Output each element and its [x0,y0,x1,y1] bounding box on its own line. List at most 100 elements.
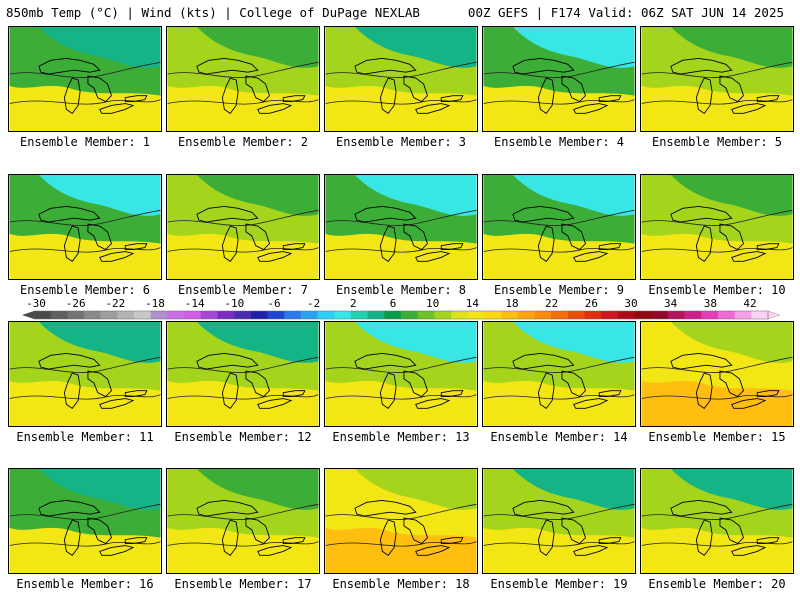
colorbar-swatch [651,311,669,319]
lake-outline [731,398,767,409]
ensemble-member-label: Ensemble Member: 12 [174,430,312,444]
header-title: 850mb Temp (°C) | Wind (kts) | College o… [6,5,420,20]
lake-outline [719,517,744,545]
lake-outline [99,251,135,262]
cool-temperature-region [512,322,635,363]
cool-temperature-region [670,469,793,510]
lake-outline [598,390,622,398]
ensemble-member-panel [324,26,478,132]
colorbar-swatch [667,311,685,319]
colorbar-swatch [734,311,752,319]
cool-temperature-region [512,469,635,510]
height-contour [483,247,635,253]
ensemble-member-panel [8,174,162,280]
colorbar-tick-label: 30 [624,297,637,310]
colorbar-swatch [384,311,402,319]
height-contour [167,356,319,373]
lake-outline [245,75,270,103]
height-contour [483,209,635,226]
colorbar-swatch [250,311,268,319]
lake-outline [282,390,306,398]
lake-outline [719,370,744,398]
cool-temperature-region [196,175,319,216]
colorbar-swatch [300,311,318,319]
colorbar-swatch [484,311,502,319]
colorbar-tick-label: -6 [267,297,280,310]
height-contour [641,209,793,226]
lake-outline [282,537,306,545]
colorbar-swatch [684,311,702,319]
colorbar-swatch [467,311,485,319]
lake-outline [257,251,293,262]
lake-outline [719,75,744,103]
header-valid-time: 00Z GEFS | F174 Valid: 06Z SAT JUN 14 20… [467,5,784,20]
colorbar-swatch [267,311,285,319]
cool-temperature-region [196,322,319,363]
lake-outline [573,103,609,114]
colorbar-tick-label: -18 [145,297,165,310]
lake-outline [670,352,733,370]
height-contour [641,394,793,400]
cool-temperature-region [196,27,319,68]
lake-outline [196,352,259,370]
temperature-map [482,26,636,132]
colorbar-tick-label: 26 [585,297,598,310]
colorbar-swatch [217,311,235,319]
lake-outline [221,519,239,556]
cool-temperature-region [38,322,161,363]
colorbar-tick-label: -2 [307,297,320,310]
colorbar-swatch [50,311,68,319]
height-contour [641,247,793,253]
ensemble-member-panel [8,468,162,574]
lake-outline [63,519,81,556]
lake-outline [598,243,622,251]
lake-outline [379,519,397,556]
colorbar-tick-label: 6 [390,297,397,310]
ensemble-member-label: Ensemble Member: 11 [16,430,154,444]
height-contour [167,61,319,78]
height-contour [325,503,477,520]
height-contour [483,503,635,520]
colorbar-max-arrow [767,310,781,320]
height-contour [9,503,161,520]
colorbar-swatch [584,311,602,319]
colorbar-tick-label: 34 [664,297,678,310]
ensemble-member-label: Ensemble Member: 17 [174,577,312,591]
lake-outline [354,57,417,75]
ensemble-member-panel [324,174,478,280]
lake-outline [537,519,555,556]
lake-outline [124,243,148,251]
lake-outline [87,517,112,545]
ensemble-member-label: Ensemble Member: 1 [19,135,151,149]
lake-outline [379,372,397,409]
colorbar-tick-label: -30 [26,297,46,310]
lake-outline [415,251,451,262]
lake-outline [245,223,270,251]
ensemble-member-panel [482,468,636,574]
temperature-map [324,174,478,280]
colorbar-swatch [84,311,102,319]
colorbar-swatch [150,311,168,319]
colorbar-swatch [401,311,418,319]
colorbar-tick-label: -10 [224,297,244,310]
ensemble-member-label: Ensemble Member: 18 [332,577,470,591]
colorbar-swatch [200,311,218,319]
lake-outline [756,390,780,398]
lake-outline [561,517,586,545]
ensemble-member-label: Ensemble Member: 16 [16,577,154,591]
height-contour [641,541,793,547]
height-contour [167,99,319,105]
cool-temperature-region [354,175,477,216]
lake-outline [598,537,622,545]
lake-outline [87,223,112,251]
cool-temperature-region [38,469,161,510]
lake-outline [38,352,101,370]
temperature-map [166,174,320,280]
height-contour [483,356,635,373]
temperature-map [640,26,794,132]
colorbar-swatch [67,311,85,319]
colorbar-swatch [117,311,135,319]
temperature-map [8,174,162,280]
height-contour [325,394,477,400]
lake-outline [354,352,417,370]
